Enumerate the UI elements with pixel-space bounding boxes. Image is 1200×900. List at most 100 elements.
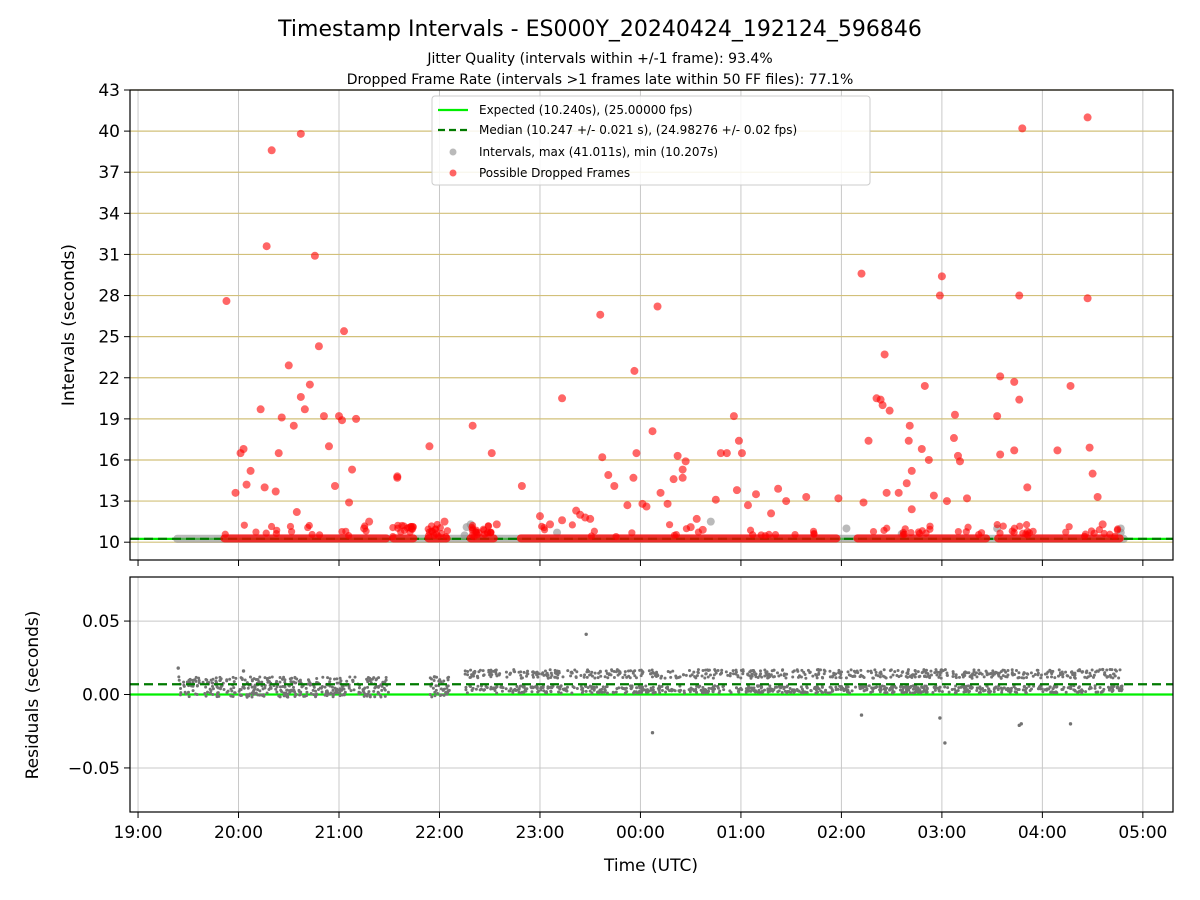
dropped-point-26 xyxy=(338,416,347,425)
residual-point-late-987 xyxy=(800,691,804,695)
residual-point-late-1058 xyxy=(737,688,741,692)
residual-point-early-420 xyxy=(250,678,254,682)
residual-point-early-184 xyxy=(374,678,378,682)
residual-outlier-8 xyxy=(943,741,947,745)
residual-point-late-334 xyxy=(692,670,696,674)
xtick-label-9: 04:00 xyxy=(1018,823,1067,843)
residual-point-late-667 xyxy=(804,676,808,680)
residual-point-late-726 xyxy=(1037,687,1041,691)
residual-point-late-413 xyxy=(1041,690,1045,694)
residual-point-early-320 xyxy=(253,683,257,687)
residual-point-early-253 xyxy=(378,694,382,698)
dropped-point-8 xyxy=(262,242,271,251)
dropped-point-67 xyxy=(678,473,687,482)
residual-point-early-291 xyxy=(278,680,282,684)
residual-point-late-863 xyxy=(657,687,661,691)
residual-point-early-410 xyxy=(335,687,339,691)
dropped-near-baseline-106 xyxy=(975,530,983,539)
residual-point-late-1025 xyxy=(783,689,787,693)
dropped-point-93 xyxy=(885,406,894,415)
dropped-point-108 xyxy=(950,410,959,419)
dropped-point-31 xyxy=(360,524,369,533)
residual-point-late-1282 xyxy=(700,689,704,693)
residual-point-late-313 xyxy=(623,673,627,677)
residual-point-late-1274 xyxy=(981,687,985,691)
dropped-point-66 xyxy=(681,457,690,466)
residual-point-early-48 xyxy=(352,688,356,692)
residual-point-early-366 xyxy=(185,680,189,684)
residual-point-early-63 xyxy=(384,675,388,679)
residual-point-late-922 xyxy=(640,690,644,694)
dropped-point-76 xyxy=(734,436,743,445)
residual-point-early-76 xyxy=(431,686,435,690)
residual-point-late-436 xyxy=(874,673,878,677)
residual-point-early-247 xyxy=(447,689,451,693)
residual-point-late-967 xyxy=(871,676,875,680)
residual-point-late-391 xyxy=(694,676,698,680)
residual-point-early-177 xyxy=(361,689,365,693)
residual-point-late-874 xyxy=(579,685,583,689)
residual-point-early-254 xyxy=(351,678,355,682)
dropped-point-102 xyxy=(924,455,933,464)
dropped-near-baseline-111 xyxy=(765,530,773,538)
residual-point-late-1242 xyxy=(564,689,568,693)
residual-point-early-352 xyxy=(433,694,437,698)
residual-point-late-928 xyxy=(911,673,915,677)
residual-point-late-1042 xyxy=(752,689,756,693)
residual-point-early-259 xyxy=(381,680,385,684)
dropped-point-115 xyxy=(1010,377,1019,386)
residual-point-early-270 xyxy=(319,686,323,690)
residual-point-late-87 xyxy=(1084,690,1088,694)
residual-point-late-1142 xyxy=(977,672,981,676)
dropped-point-111 xyxy=(963,494,972,503)
residual-point-late-580 xyxy=(628,676,632,680)
residual-point-late-376 xyxy=(474,687,478,691)
residual-point-late-378 xyxy=(929,673,933,677)
legend-expected-label: Expected (10.240s), (25.00000 fps) xyxy=(479,103,693,117)
residual-point-late-1092 xyxy=(941,669,945,673)
dropped-point-81 xyxy=(774,484,783,493)
residual-point-late-965 xyxy=(885,691,889,695)
residual-point-late-1261 xyxy=(488,673,492,677)
residual-point-late-1179 xyxy=(967,671,971,675)
residual-point-early-356 xyxy=(256,678,260,682)
residual-point-late-108 xyxy=(1039,673,1043,677)
residual-point-late-655 xyxy=(1028,688,1032,692)
residual-point-late-482 xyxy=(999,676,1003,680)
residual-point-late-981 xyxy=(817,687,821,691)
residual-point-early-391 xyxy=(293,676,297,680)
residual-point-late-1232 xyxy=(492,686,496,690)
residual-point-early-226 xyxy=(326,676,330,680)
dropped-near-baseline-13 xyxy=(628,529,636,537)
residual-point-early-307 xyxy=(282,694,286,698)
residual-point-late-458 xyxy=(720,668,724,672)
residual-point-early-371 xyxy=(315,680,319,684)
residual-point-early-151 xyxy=(232,680,236,684)
residual-point-early-428 xyxy=(245,695,249,699)
residual-point-early-208 xyxy=(194,675,198,679)
residual-point-early-416 xyxy=(194,692,198,696)
dropped-point-106 xyxy=(942,497,951,506)
residual-point-late-162 xyxy=(1061,675,1065,679)
residual-point-early-376 xyxy=(291,685,295,689)
dropped-point-82 xyxy=(782,497,791,506)
dropped-point-44 xyxy=(558,516,567,525)
residual-point-early-378 xyxy=(229,687,233,691)
residual-point-late-1009 xyxy=(772,688,776,692)
residual-point-late-750 xyxy=(937,689,941,693)
residuals-ytick-label-2: 0.05 xyxy=(82,612,120,632)
residual-point-late-896 xyxy=(1026,672,1030,676)
residual-point-early-164 xyxy=(219,685,223,689)
residual-point-late-1206 xyxy=(1117,676,1121,680)
residual-point-late-1073 xyxy=(985,684,989,688)
residual-point-early-372 xyxy=(204,685,208,689)
residual-point-late-1149 xyxy=(1110,668,1114,672)
residual-point-late-139 xyxy=(1076,691,1080,695)
residual-point-late-1137 xyxy=(600,687,604,691)
residual-point-early-187 xyxy=(234,676,238,680)
legend-dropped-label: Possible Dropped Frames xyxy=(479,166,630,180)
residual-point-late-1209 xyxy=(845,685,849,689)
dropped-point-51 xyxy=(604,471,613,480)
residual-point-late-217 xyxy=(846,670,850,674)
residuals-series xyxy=(130,632,1173,745)
